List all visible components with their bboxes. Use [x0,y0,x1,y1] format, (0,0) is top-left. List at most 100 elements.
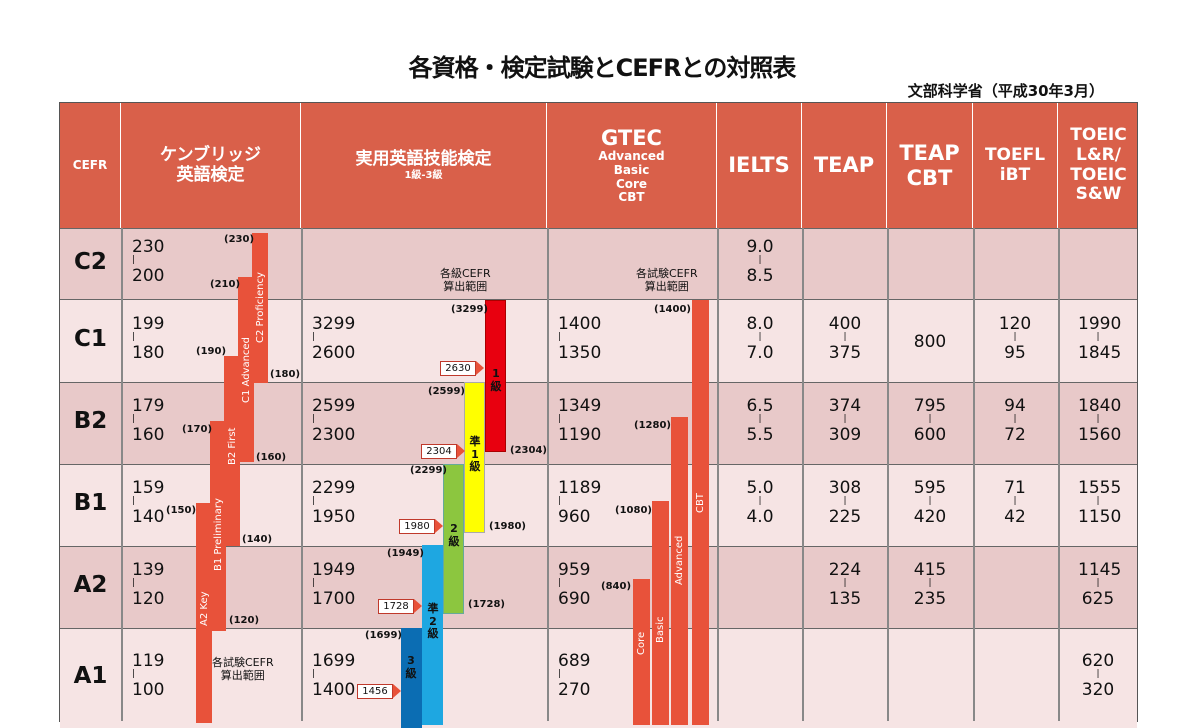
score-upper: 1400 [558,313,602,334]
score-lower: 180 [132,342,165,363]
gtec-annotation: (1080) [615,505,652,516]
score-upper: 1189 [558,478,602,498]
score-upper: 230 [132,236,165,257]
eiken-annotation: (1980) [489,521,526,532]
range-divider: | [558,578,562,588]
eiken-annotation: (2304) [510,445,547,456]
header-cambridge: ケンブリッジ 英語検定 [121,103,301,228]
score-lower: 72 [1004,425,1026,445]
cambridge-annotation: (160) [256,452,287,463]
score-lower: 7.0 [746,342,774,363]
range-divider: | [1096,578,1100,588]
score-upper: 795 [913,396,947,416]
page-title: 各資格・検定試験とCEFRとの対照表 [408,54,797,82]
eiken-annotation: (3299) [451,304,488,315]
gtec-bar-advanced [671,417,688,725]
cambridge-label: C1 Advanced [241,337,252,403]
score-upper: 5.0 [746,478,774,498]
score-lower: 375 [828,342,862,363]
score-lower: 1190 [558,425,602,445]
range-divider: | [928,414,932,424]
score-lower: 690 [558,589,591,609]
header-toefl: TOEFL iBT [973,103,1058,228]
header-ielts: IELTS [717,103,802,228]
score-lower: 120 [132,589,165,609]
score-range-gtec: 689 | 270 [558,653,590,699]
score-upper: 199 [132,313,165,334]
score-range-gtec: 1349 | 1190 [558,398,601,444]
cambridge-bar-b1 [210,421,226,631]
score-range-eiken: 3299 | 2600 [312,315,355,362]
score-lower: 2300 [312,425,356,445]
eiken-annotation: (1728) [468,599,505,610]
score-lower: 1560 [1078,425,1122,445]
score-lower: 100 [132,680,165,700]
cefr-table: CEFR ケンブリッジ 英語検定 実用英語技能検定 1級-3級 GTEC Advan… [59,102,1138,728]
score-range-toeic: 1990 | 1845 [1078,315,1121,362]
score-upper: 159 [132,478,165,498]
score-upper: 374 [828,396,862,416]
range-divider: | [1013,331,1017,342]
eiken-annotation: (2299) [410,465,447,476]
score-range-teap-cbt: 795 | 600 [910,398,950,444]
eiken-threshold-tag: 2630 [440,361,484,376]
cefr-level: B1 [73,490,108,516]
range-divider: | [132,578,136,588]
score-range-ielts: 9.0 | 8.5 [740,238,780,285]
range-divider: | [843,496,847,506]
score-range-teap: 308 | 225 [825,480,865,526]
eiken-bar-pre2 [422,545,443,725]
column-divider [802,228,804,721]
cambridge-annotation: (210) [210,279,241,290]
range-divider: | [1013,496,1017,506]
range-divider: | [558,669,562,679]
column-divider [301,228,303,721]
score-upper: 120 [998,313,1032,334]
cefr-level: C2 [74,248,107,275]
table-row: A2 139 | 120 1949 | 1700 959 | 690 224 | 135 415 | 235 1… [60,546,1137,628]
score-range-cambridge: 159 | 140 [132,480,164,526]
score-range-toefl: 120 | 95 [995,313,1035,363]
score-lower: 42 [1004,507,1026,527]
eiken-bar-grade2 [443,464,464,614]
cambridge-annotation: (230) [224,234,255,245]
cambridge-annotation: (120) [229,615,260,626]
score-upper: 595 [913,478,947,498]
score-lower: 309 [828,425,862,445]
range-divider: | [132,669,136,679]
range-divider: | [558,414,562,424]
cambridge-scope-label: 各試験CEFR 算出範囲 [212,656,274,683]
score-lower: 95 [1004,342,1026,363]
cambridge-annotation: (170) [182,424,213,435]
range-divider: | [843,414,847,424]
score-upper: 1349 [558,396,602,416]
score-range-gtec: 959 | 690 [558,562,590,608]
cambridge-bar-b2 [224,356,240,546]
range-divider: | [132,496,136,506]
column-divider [717,228,719,721]
gtec-bar-basic [652,501,669,725]
header-eiken: 実用英語技能検定 1級-3級 [301,103,547,228]
eiken-threshold-tag: 1980 [399,519,443,534]
gtec-label: Core [636,631,647,655]
score-upper: 1949 [312,560,356,580]
score-upper: 2299 [312,478,356,498]
score-upper: 179 [132,396,165,416]
score-upper: 689 [558,651,591,671]
range-divider: | [758,254,762,265]
score-lower: 135 [828,589,862,609]
score-lower: 1700 [312,589,356,609]
gtec-annotation: (1400) [654,304,691,315]
score-upper: 139 [132,560,165,580]
range-divider: | [312,496,316,506]
range-divider: | [558,331,562,342]
gtec-annotation: (1280) [634,420,671,431]
score-range-eiken: 2299 | 1950 [312,480,355,526]
header-teap-cbt: TEAP CBT [887,103,973,228]
score-upper: 119 [132,651,165,671]
score-lower: 225 [828,507,862,527]
header-row: CEFR ケンブリッジ 英語検定 実用英語技能検定 1級-3級 GTEC Advan… [60,103,1137,228]
score-range-cambridge: 139 | 120 [132,562,164,608]
